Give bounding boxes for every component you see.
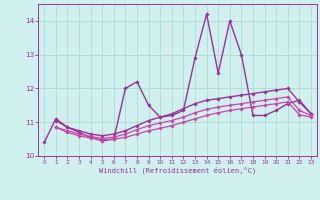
X-axis label: Windchill (Refroidissement éolien,°C): Windchill (Refroidissement éolien,°C) [99, 167, 256, 174]
